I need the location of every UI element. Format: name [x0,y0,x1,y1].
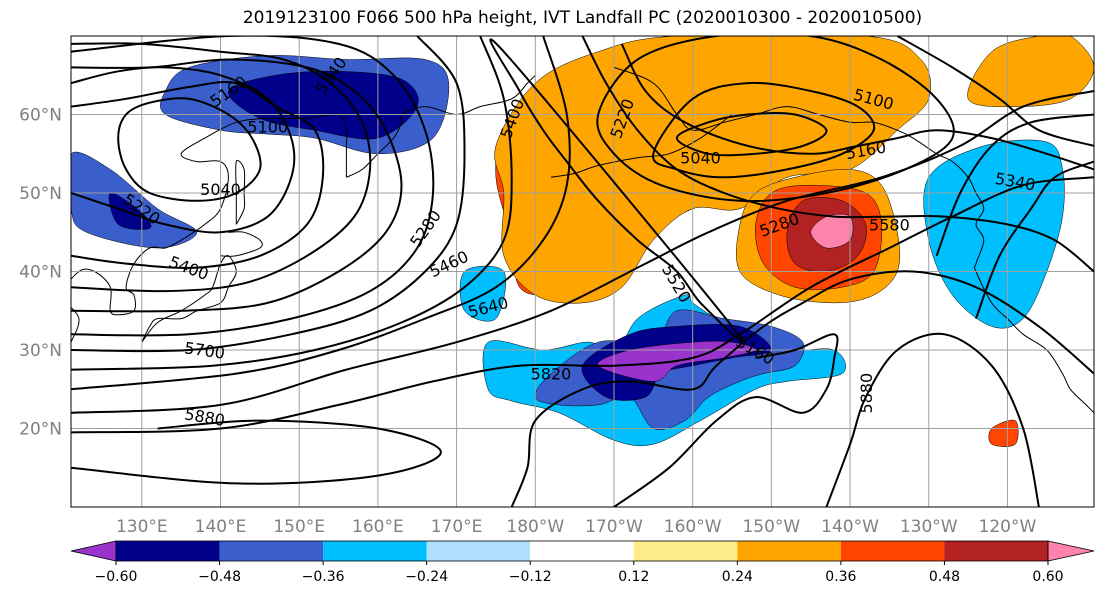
height-contour [613,333,839,507]
x-tick-label: 140°E [195,517,247,537]
height-contour [675,112,828,157]
height-contour [652,81,876,179]
x-tick-label: 150°E [273,517,325,537]
x-tick-labels: 130°E 140°E 150°E 160°E 170°E 180°W 170°W 160°W… [116,517,1037,537]
height-contour [825,332,1040,507]
x-tick-label: 120°W [979,517,1037,537]
colorbar-tick-label: 0.36 [825,569,856,585]
height-contour [71,80,325,269]
colorbar-swatch [944,541,1048,561]
colorbar-swatch [426,541,531,561]
contour-label: 5100 [247,117,288,136]
height-contour [71,36,466,353]
map-title: 2019123100 F066 500 hPa height, IVT Land… [242,8,923,28]
height-contour [71,176,1094,434]
ivt-shaded-region [108,192,152,230]
x-tick-label: 160°E [352,517,404,537]
colorbar-tick-label: −0.60 [95,569,138,585]
ivt-shaded-region [228,70,419,140]
contour-label-group: 5100 [247,117,288,136]
coastline [71,113,348,343]
colorbar: −0.60 −0.48 −0.36 −0.24 −0.12 0.12 0.24 0.36 0.4… [70,540,1095,585]
ivt-shaded-region [988,419,1019,447]
x-tick-label: 140°W [821,517,879,537]
colorbar-swatch [116,541,220,561]
y-tick-labels: 20°N 30°N 40°N 50°N 60°N [19,106,62,440]
colorbar-outline [115,540,1049,562]
height-contour [71,419,442,485]
contour-label: 5040 [200,180,241,199]
colorbar-extend-high [1047,540,1095,562]
contour-label: 5820 [531,365,572,384]
colorbar-tick-label: −0.12 [509,569,552,585]
height-contour [510,270,1094,507]
contour-label-group: 5820 [531,365,572,384]
height-contour [489,38,744,343]
contour-label-group: 5580 [869,215,910,234]
colorbar-swatch [219,541,324,561]
height-contour [117,97,262,202]
colorbar-tick-label: −0.48 [198,569,241,585]
x-tick-label: 160°W [664,517,722,537]
x-tick-label: 180°W [506,517,564,537]
colorbar-swatch [323,541,427,561]
colorbar-tick-label: −0.36 [302,569,345,585]
x-tick-label: 170°E [431,517,483,537]
height-contour [71,58,403,313]
y-tick-label: 20°N [19,420,62,440]
height-contour [581,36,1094,273]
colorbar-tick-label: 0.60 [1032,569,1063,585]
height-contour [896,36,1094,147]
colorbar-tick-label: −0.24 [405,569,448,585]
coastline [220,231,263,257]
contour-label: 5040 [680,149,721,168]
contour-label-group: 5040 [200,180,241,199]
height-contour-layer [71,36,1094,507]
contour-label: 5880 [857,373,876,414]
y-tick-label: 30°N [19,341,62,361]
x-tick-label: 130°W [900,517,958,537]
x-tick-label: 130°E [116,517,168,537]
colorbar-extend-low [70,540,117,562]
contour-label-group: 5880 [857,373,876,414]
colorbar-tick-label: 0.24 [722,569,753,585]
ivt-shaded-region [810,213,854,249]
colorbar-swatch [840,541,945,561]
colorbar-swatch [737,541,841,561]
x-tick-label: 150°W [742,517,800,537]
x-tick-label: 170°W [585,517,643,537]
y-tick-label: 50°N [19,184,62,204]
height-contour [975,160,1094,319]
y-tick-label: 60°N [19,106,62,126]
contour-label-group: 5040 [680,149,721,168]
colorbar-tick-label: 0.48 [929,569,960,585]
contour-label: 5580 [869,215,910,234]
colorbar-tick-label: 0.12 [618,569,649,585]
height-contour [71,36,571,391]
colorbar-swatch [633,541,738,561]
colorbar-swatch [530,541,634,561]
height-contour [71,90,1094,414]
height-contour [935,113,1094,257]
map-frame [70,35,1095,508]
height-contour [71,42,372,293]
y-tick-label: 40°N [19,263,62,283]
ivt-shaded-region [967,36,1094,107]
height-contour [71,36,513,371]
coastline [346,74,536,178]
